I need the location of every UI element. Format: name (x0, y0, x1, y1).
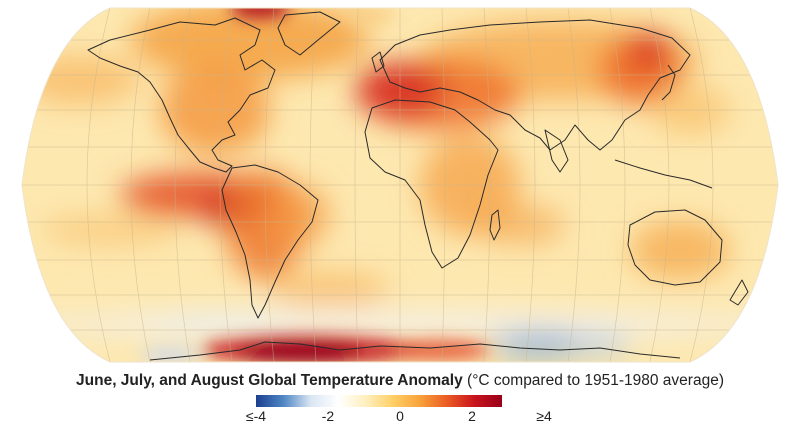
colorbar-tick-max: ≥4 (536, 408, 552, 424)
africa-coast (364, 99, 499, 269)
colorbar-tick-neg2: -2 (321, 408, 335, 424)
world-map-svg (21, 7, 779, 363)
colorbar-tick-zero: 0 (396, 408, 404, 424)
colorbar-tick-pos2: 2 (468, 408, 476, 424)
coastlines (87, 11, 749, 361)
new-zealand-coast (729, 279, 749, 306)
madagascar-coast (489, 209, 501, 241)
colorbar-tick-min: ≤-4 (245, 408, 267, 424)
caption-subtitle: (°C compared to 1951-1980 average) (467, 372, 724, 389)
globe-outline (21, 7, 779, 363)
caption-title: June, July, and August Global Temperatur… (76, 372, 463, 389)
australia-coast (627, 209, 723, 286)
colorbar-gradient (256, 395, 502, 407)
temperature-anomaly-map (21, 7, 779, 363)
greenland-coast (277, 11, 341, 56)
anomaly-field (22, 8, 778, 362)
uk-coast (371, 51, 385, 73)
india-coast (544, 129, 569, 173)
se-asia-coast (614, 159, 713, 189)
north-america-coast (87, 17, 276, 173)
japan-coast (661, 64, 676, 101)
south-america-coast (221, 164, 319, 319)
colorbar (256, 395, 502, 407)
antarctica-coast (149, 341, 681, 361)
eurasia-coast (379, 19, 691, 151)
map-caption: June, July, and August Global Temperatur… (0, 372, 800, 390)
